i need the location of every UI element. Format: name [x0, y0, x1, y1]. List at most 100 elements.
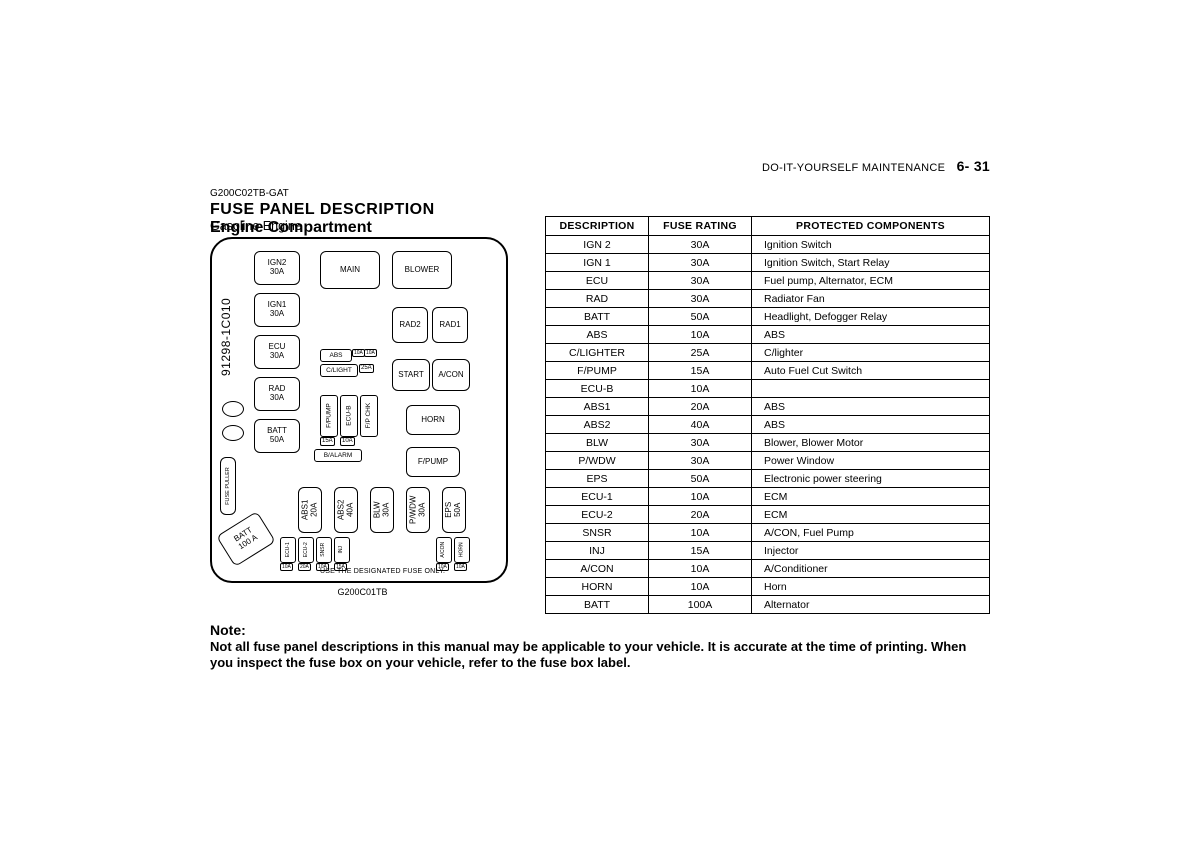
fuse-left: IGN130A: [254, 293, 300, 327]
fuse-mid-small: F/P CHK: [360, 395, 378, 437]
cell-components: Auto Fuel Cut Switch: [752, 362, 990, 380]
cell-rating: 30A: [649, 290, 752, 308]
table-row: ECU-220AECM: [546, 506, 990, 524]
cell-description: A/CON: [546, 560, 649, 578]
table-row: ECU-110AECM: [546, 488, 990, 506]
table-row: EPS50AElectronic power steering: [546, 470, 990, 488]
cell-rating: 20A: [649, 506, 752, 524]
right-column: DESCRIPTION FUSE RATING PROTECTED COMPON…: [545, 216, 990, 614]
amp-label: 15A: [320, 437, 335, 446]
cell-description: ECU-B: [546, 380, 649, 398]
fuse-bottom: EPS50A: [442, 487, 466, 533]
fuse-puller: FUSE PULLER: [220, 457, 236, 515]
fuse-bottom-small: SNSR: [316, 537, 332, 563]
table-header-row: DESCRIPTION FUSE RATING PROTECTED COMPON…: [546, 217, 990, 236]
brand-logo-icon: [222, 425, 244, 441]
fuse-bottom: P/WDW30A: [406, 487, 430, 533]
table-row: F/PUMP15AAuto Fuel Cut Switch: [546, 362, 990, 380]
cell-components: C/lighter: [752, 344, 990, 362]
cell-description: IGN 2: [546, 236, 649, 254]
fuse-horn: HORN: [406, 405, 460, 435]
table-row: ABS240AABS: [546, 416, 990, 434]
cell-rating: 30A: [649, 434, 752, 452]
page-number: 6- 31: [957, 158, 990, 174]
clight-amp: 25A: [359, 364, 374, 373]
fuse-left: BATT50A: [254, 419, 300, 453]
fuse-bottom-small: INJ: [334, 537, 350, 563]
fuse-rad1: RAD1: [432, 307, 468, 343]
fuse-bottom: ABS240A: [334, 487, 358, 533]
page-content: DO-IT-YOURSELF MAINTENANCE 6- 31 G200C02…: [210, 160, 990, 237]
fuse-acon: A/CON: [432, 359, 470, 391]
table-row: BATT100AAlternator: [546, 596, 990, 614]
cell-rating: 10A: [649, 380, 752, 398]
table-row: SNSR10AA/CON, Fuel Pump: [546, 524, 990, 542]
amp-label: 10A: [454, 563, 467, 571]
doc-code: G200C02TB-GAT: [210, 188, 990, 199]
fuse-bottom-small: A/CON: [436, 537, 452, 563]
fuse-left: ECU30A: [254, 335, 300, 369]
fuse-abs-mid: ABS: [320, 349, 352, 362]
cell-rating: 100A: [649, 596, 752, 614]
fuse-blower: BLOWER: [392, 251, 452, 289]
cell-components: Fuel pump, Alternator, ECM: [752, 272, 990, 290]
cell-rating: 40A: [649, 416, 752, 434]
cell-components: ABS: [752, 326, 990, 344]
note-section: Note: Not all fuse panel descriptions in…: [210, 622, 990, 672]
cell-description: ABS1: [546, 398, 649, 416]
cell-description: BLW: [546, 434, 649, 452]
cell-rating: 10A: [649, 560, 752, 578]
page-header: DO-IT-YOURSELF MAINTENANCE 6- 31: [762, 158, 990, 174]
cell-components: A/CON, Fuel Pump: [752, 524, 990, 542]
table-row: BATT50AHeadlight, Defogger Relay: [546, 308, 990, 326]
cell-rating: 10A: [649, 578, 752, 596]
table-row: HORN10AHorn: [546, 578, 990, 596]
cell-components: ABS: [752, 398, 990, 416]
table-row: ABS10AABS: [546, 326, 990, 344]
fuse-batt-diag: BATT 100 A: [216, 511, 276, 567]
cell-rating: 10A: [649, 488, 752, 506]
note-title: Note:: [210, 622, 990, 638]
cell-components: Power Window: [752, 452, 990, 470]
cell-components: ECM: [752, 488, 990, 506]
cell-description: ECU-1: [546, 488, 649, 506]
fuse-bottom-small: HORN: [454, 537, 470, 563]
fuse-mid-small: F/PUMP: [320, 395, 338, 437]
cell-components: Ignition Switch, Start Relay: [752, 254, 990, 272]
note-body: Not all fuse panel descriptions in this …: [210, 639, 990, 672]
cell-components: Radiator Fan: [752, 290, 990, 308]
cell-components: ABS: [752, 416, 990, 434]
fuse-balarm: B/ALARM: [314, 449, 362, 462]
cell-components: Headlight, Defogger Relay: [752, 308, 990, 326]
cell-components: Electronic power steering: [752, 470, 990, 488]
fuse-clight: C/LIGHT: [320, 364, 358, 377]
cell-description: RAD: [546, 290, 649, 308]
cell-description: F/PUMP: [546, 362, 649, 380]
amp-label: 10A: [280, 563, 293, 571]
cell-description: IGN 1: [546, 254, 649, 272]
fuse-bottom-small: ECU-2: [298, 537, 314, 563]
cell-description: HORN: [546, 578, 649, 596]
table-row: BLW30ABlower, Blower Motor: [546, 434, 990, 452]
cell-rating: 30A: [649, 254, 752, 272]
cell-rating: 25A: [649, 344, 752, 362]
cell-rating: 10A: [649, 524, 752, 542]
table-row: INJ15AInjector: [546, 542, 990, 560]
fuse-bottom: ABS120A: [298, 487, 322, 533]
cell-rating: 15A: [649, 362, 752, 380]
fuse-left: IGN230A: [254, 251, 300, 285]
cell-rating: 15A: [649, 542, 752, 560]
table-row: P/WDW30APower Window: [546, 452, 990, 470]
cell-description: EPS: [546, 470, 649, 488]
fuse-left: RAD30A: [254, 377, 300, 411]
fuse-bottom-small: ECU-1: [280, 537, 296, 563]
cell-components: Alternator: [752, 596, 990, 614]
fuse-diagram: 91298-1C010 FUSE PULLER IGN230AIGN130AEC…: [210, 237, 508, 583]
cell-components: A/Conditioner: [752, 560, 990, 578]
fuse-start: START: [392, 359, 430, 391]
fuse-main: MAIN: [320, 251, 380, 289]
table-row: RAD30ARadiator Fan: [546, 290, 990, 308]
tiny-amp: 10A: [364, 349, 377, 357]
cell-description: SNSR: [546, 524, 649, 542]
amp-label: 20A: [298, 563, 311, 571]
